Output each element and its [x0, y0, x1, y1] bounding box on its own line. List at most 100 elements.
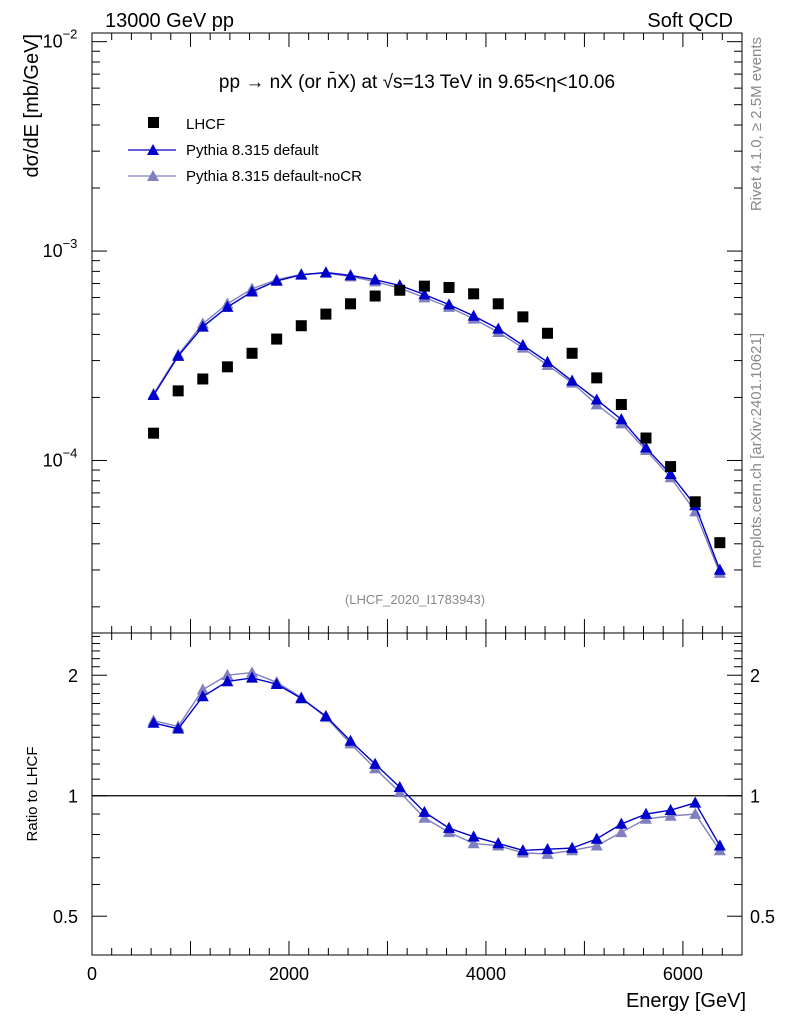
ratio-point-pythia-default	[221, 675, 234, 687]
x-tick-label: 2000	[269, 964, 309, 984]
top-point-lhcf	[418, 280, 430, 292]
bottom-y-axis-label: Ratio to LHCF	[24, 746, 41, 841]
bottom-y-tick-label: 2	[68, 666, 78, 686]
top-point-pythia-default	[270, 274, 283, 286]
top-point-pythia-default	[664, 467, 677, 479]
top-point-pythia-default	[147, 388, 160, 400]
top-point-lhcf	[295, 320, 307, 332]
top-point-lhcf	[394, 284, 406, 296]
top-y-tick-label: 10−3	[43, 236, 78, 261]
top-point-lhcf	[443, 281, 455, 293]
top-point-lhcf	[271, 333, 283, 345]
x-tick-label: 4000	[466, 964, 506, 984]
top-line-pythia-nocr	[153, 272, 721, 574]
top-y-tick-label: 10−2	[43, 27, 78, 52]
ratio-point-pythia-default	[393, 780, 406, 793]
ratio-point-pythia-default	[541, 842, 554, 855]
top-point-pythia-default	[418, 288, 431, 300]
ratio-point-pythia-default	[270, 677, 283, 689]
legend-marker-lhcf	[148, 117, 159, 128]
top-point-lhcf	[197, 373, 209, 385]
ratio-point-pythia-default	[467, 830, 480, 842]
ratio-point-pythia-nocr	[418, 811, 431, 823]
rivet-version-label: Rivet 4.1.0, ≥ 2.5M events	[748, 37, 765, 211]
header-left: 13000 GeV pp	[105, 10, 234, 32]
ratio-point-pythia-default	[369, 757, 382, 769]
legend-marker-pythia-nocr	[147, 170, 159, 181]
bottom-panel-frame	[91, 632, 743, 956]
ratio-point-pythia-default	[196, 690, 209, 702]
top-point-lhcf	[369, 290, 381, 302]
top-point-lhcf	[714, 537, 726, 549]
ratio-point-pythia-nocr	[689, 807, 702, 819]
mcplots-source-label: mcplots.cern.ch [arXiv:2401.10621]	[748, 333, 765, 568]
ratio-point-pythia-default	[295, 692, 308, 704]
ratio-point-pythia-nocr	[467, 837, 480, 849]
top-point-pythia-default	[492, 322, 505, 334]
x-tick-label: 0	[87, 964, 97, 984]
top-point-pythia-default	[319, 266, 332, 278]
top-point-pythia-default	[615, 413, 628, 425]
ratio-point-pythia-default	[713, 839, 726, 851]
bottom-y-tick-label: 0.5	[53, 907, 78, 927]
ratio-point-pythia-default	[344, 734, 357, 746]
top-point-pythia-default	[172, 349, 185, 361]
top-point-lhcf	[689, 496, 701, 508]
ratio-point-pythia-default	[516, 844, 529, 856]
ratio-point-pythia-default	[418, 805, 431, 817]
top-point-pythia-default	[221, 300, 234, 312]
ratio-point-pythia-nocr	[221, 668, 234, 681]
ratio-point-pythia-nocr	[664, 809, 677, 821]
legend-label-lhcf: LHCF	[186, 116, 225, 133]
top-point-pythia-default	[566, 374, 579, 386]
top-point-lhcf	[345, 298, 357, 310]
ratio-point-pythia-nocr	[196, 683, 209, 695]
ratio-point-pythia-default	[172, 722, 185, 734]
x-tick-label: 6000	[663, 964, 703, 984]
bottom-y-tick-label-right: 1	[750, 787, 760, 807]
top-point-pythia-default	[639, 441, 652, 453]
top-line-pythia-default	[153, 271, 721, 571]
ratio-point-pythia-default	[590, 832, 603, 844]
top-point-lhcf	[246, 347, 258, 359]
ratio-point-pythia-default	[615, 817, 628, 829]
legend: LHCF Pythia 8.315 default Pythia 8.315 d…	[128, 116, 362, 185]
ratio-point-pythia-nocr	[615, 826, 628, 838]
legend-marker-pythia-default	[147, 144, 159, 155]
top-point-lhcf	[665, 461, 677, 473]
top-y-tick-label: 10−4	[43, 445, 78, 470]
plot-title: pp → nX (or n̄X) at √s=13 TeV in 9.65<η<…	[219, 72, 615, 93]
top-point-pythia-default	[541, 355, 554, 367]
top-point-pythia-default	[369, 273, 382, 285]
top-point-lhcf	[566, 347, 578, 359]
ratio-point-pythia-default	[664, 803, 677, 816]
top-point-pythia-default	[713, 563, 726, 575]
top-point-lhcf	[320, 308, 332, 320]
top-point-lhcf	[517, 311, 529, 323]
legend-label-pythia-nocr: Pythia 8.315 default-noCR	[186, 168, 362, 185]
header-right: Soft QCD	[647, 10, 733, 32]
legend-label-pythia-default: Pythia 8.315 default	[186, 142, 319, 159]
analysis-id: (LHCF_2020_I1783943)	[345, 592, 485, 607]
ratio-point-pythia-default	[639, 807, 652, 819]
data-marks	[92, 266, 742, 859]
bottom-y-tick-label-right: 0.5	[750, 907, 775, 927]
top-point-pythia-default	[196, 320, 209, 332]
top-point-pythia-default	[443, 298, 456, 310]
top-point-lhcf	[541, 327, 553, 339]
top-point-pythia-default	[344, 269, 357, 281]
top-point-pythia-default	[246, 285, 259, 297]
top-point-pythia-default	[516, 338, 529, 351]
top-point-lhcf	[148, 427, 160, 439]
top-point-lhcf	[640, 432, 652, 444]
top-point-lhcf	[172, 385, 184, 397]
ratio-point-pythia-nocr	[590, 839, 603, 851]
ratio-line-pythia-nocr	[153, 671, 721, 855]
top-point-pythia-default	[295, 268, 308, 280]
top-point-lhcf	[615, 399, 627, 411]
top-point-lhcf	[492, 298, 504, 310]
top-point-pythia-default	[467, 309, 480, 321]
ratio-point-pythia-default	[689, 796, 702, 808]
tick-labels: 0 2000 4000 6000 10−4 10−3 10−2 0.5 0.5 1 1 2 2	[43, 27, 775, 984]
